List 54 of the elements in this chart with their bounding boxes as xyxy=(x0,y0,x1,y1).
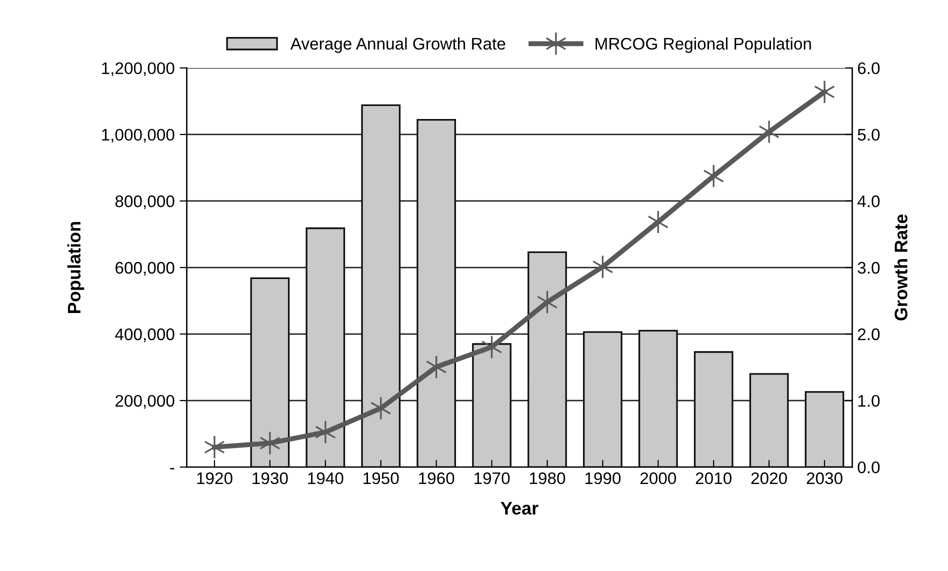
point xyxy=(426,355,447,379)
bar xyxy=(361,104,401,468)
y2-tick-label: 1.0 xyxy=(858,394,880,407)
point xyxy=(370,396,392,420)
bar xyxy=(638,330,678,468)
y2-tick-label: 0.0 xyxy=(858,461,880,474)
point xyxy=(481,335,502,359)
y-tick-label: - xyxy=(170,468,174,470)
bar xyxy=(694,351,734,468)
bar xyxy=(472,343,512,468)
y2-axis-title: Growth Rate xyxy=(894,214,908,320)
y-axis-title: Population xyxy=(67,222,84,313)
x-tick-label: 1980 xyxy=(530,472,566,484)
x-tick-label: 1940 xyxy=(308,472,344,484)
point xyxy=(758,120,780,144)
bar xyxy=(749,373,789,468)
bar xyxy=(416,119,456,468)
y2-tick-label: 3.0 xyxy=(858,262,880,274)
x-tick-label: 1960 xyxy=(419,472,454,484)
bar xyxy=(528,251,567,468)
point xyxy=(204,435,225,460)
y2-tick-label: 4.0 xyxy=(857,195,880,208)
y2-tick-label: 2.0 xyxy=(858,328,880,340)
point xyxy=(592,254,614,279)
point xyxy=(536,290,558,314)
y-tick-label: 1,200,000 xyxy=(102,62,174,76)
bar xyxy=(583,331,622,468)
x-tick-label: 1950 xyxy=(364,472,399,484)
point xyxy=(259,431,280,456)
point xyxy=(814,80,835,104)
y-tick-label: 200,000 xyxy=(116,394,174,409)
x-tick-label: 1990 xyxy=(585,472,621,484)
y-tick-label: 800,000 xyxy=(115,195,174,210)
y2-tick-label: 6.0 xyxy=(858,62,880,74)
bar xyxy=(250,277,290,468)
point xyxy=(314,420,336,444)
x-tick-label: 1970 xyxy=(474,472,510,484)
y-tick-label: 1,000,000 xyxy=(102,128,174,143)
y-tick-label: 600,000 xyxy=(116,262,174,276)
x-axis-title: Year xyxy=(500,502,538,515)
bar xyxy=(306,227,346,468)
y-tick-label: 400,000 xyxy=(115,328,174,342)
x-tick-label: 2030 xyxy=(806,472,842,484)
legend-label: MRCOG Regional Population xyxy=(596,37,811,53)
point xyxy=(648,210,669,234)
x-tick-label: 2000 xyxy=(640,472,676,484)
x-tick-label: 2010 xyxy=(696,472,732,484)
bar xyxy=(804,391,844,468)
x-tick-label: 1930 xyxy=(252,472,288,484)
x-tick-label: 2020 xyxy=(751,472,787,484)
legend-label: Average Annual Growth Rate xyxy=(290,37,506,53)
x-tick-label: 1920 xyxy=(197,472,232,484)
point xyxy=(703,164,724,188)
y2-tick-label: 5.0 xyxy=(858,128,880,141)
